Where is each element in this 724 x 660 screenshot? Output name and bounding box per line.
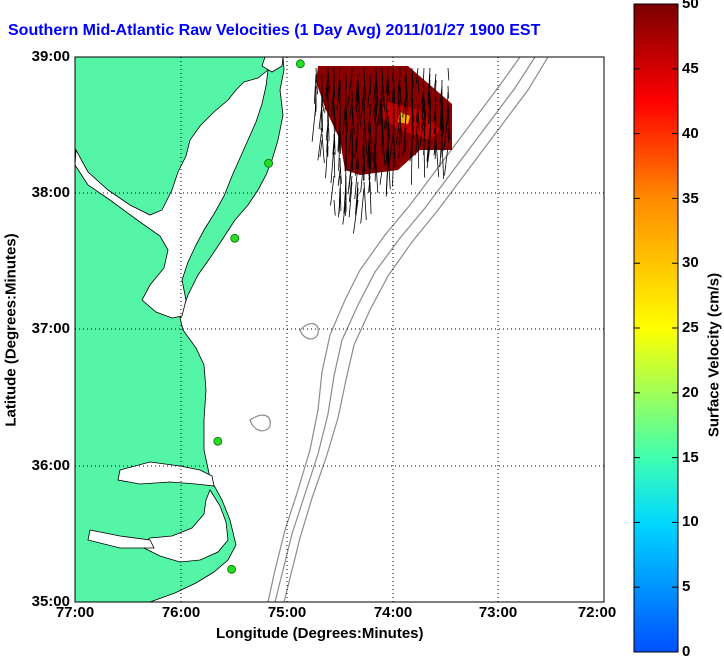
colorbar-label: Surface Velocity (cm/s) xyxy=(706,273,723,437)
colorbar xyxy=(634,4,678,652)
y-tick-label: 36:00 xyxy=(32,457,70,474)
x-tick-label: 72:00 xyxy=(578,604,616,621)
colorbar-tick-label: 10 xyxy=(682,513,699,530)
colorbar-tick-label: 35 xyxy=(682,190,699,207)
x-tick-label: 75:00 xyxy=(268,604,306,621)
x-tick-label: 74:00 xyxy=(374,604,412,621)
y-tick-label: 38:00 xyxy=(32,184,70,201)
y-tick-label: 37:00 xyxy=(32,320,70,337)
colorbar-tick-label: 15 xyxy=(682,449,699,466)
radar-station-marker xyxy=(231,234,239,242)
colorbar-tick-label: 30 xyxy=(682,254,699,271)
velocity-vector xyxy=(352,92,353,103)
colorbar-tick-label: 50 xyxy=(682,0,699,12)
radar-station-marker xyxy=(214,437,222,445)
radar-station-marker xyxy=(296,60,304,68)
x-tick-label: 77:00 xyxy=(56,604,94,621)
x-axis-label: Longitude (Degrees:Minutes) xyxy=(216,625,424,642)
colorbar-tick-label: 45 xyxy=(682,60,699,77)
radar-station-marker xyxy=(265,159,273,167)
colorbar-tick-label: 25 xyxy=(682,319,699,336)
radar-station-marker xyxy=(228,565,236,573)
y-tick-label: 39:00 xyxy=(32,48,70,65)
x-tick-label: 73:00 xyxy=(479,604,517,621)
y-axis-label: Latitude (Degrees:Minutes) xyxy=(3,233,20,426)
colorbar-tick-label: 0 xyxy=(682,643,690,660)
velocity-vector xyxy=(411,146,412,185)
x-tick-label: 76:00 xyxy=(162,604,200,621)
colorbar-tick-label: 40 xyxy=(682,125,699,142)
colorbar-tick-label: 5 xyxy=(682,578,690,595)
colorbar-tick-label: 20 xyxy=(682,384,699,401)
